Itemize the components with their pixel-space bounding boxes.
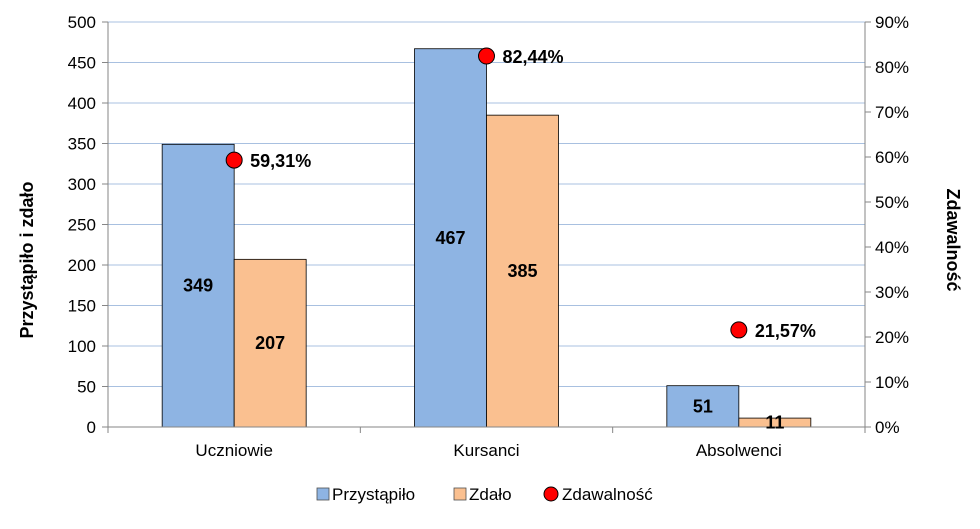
bar-value-label: 207 — [255, 333, 285, 353]
percentage-point — [730, 321, 748, 339]
y-tick-label: 400 — [68, 94, 96, 113]
bar-value-label: 467 — [435, 228, 465, 248]
points-layer: 59,31% 82,44% 21,57% — [225, 47, 816, 341]
percentage-point — [225, 151, 243, 169]
y2-tick-label: 20% — [875, 328, 909, 347]
y2-tick-label: 80% — [875, 58, 909, 77]
y2-tick-label: 0% — [875, 418, 900, 437]
legend-swatch-przystapilo — [316, 487, 330, 501]
x-category-label: Uczniowie — [195, 441, 272, 460]
y2-tick-label: 40% — [875, 238, 909, 257]
y-tick-label: 250 — [68, 216, 96, 235]
y2-tick-label: 70% — [875, 103, 909, 122]
y2-tick-label: 10% — [875, 373, 909, 392]
y-axis-title: Przystąpiło i zdało — [17, 181, 37, 338]
y-tick-label: 150 — [68, 297, 96, 316]
y-tick-label: 100 — [68, 337, 96, 356]
y-tick-label: 350 — [68, 135, 96, 154]
bar-value-label: 11 — [765, 413, 784, 433]
x-category-label: Kursanci — [453, 441, 519, 460]
bar-przystapilo — [161, 143, 235, 428]
y2-tick-label: 60% — [875, 148, 909, 167]
y2-tick-label: 50% — [875, 193, 909, 212]
legend-label-zdalo: Zdało — [469, 485, 512, 504]
legend-label-przystapilo: Przystąpiło — [332, 485, 415, 504]
bar-zdalo — [233, 258, 307, 428]
labels-layer: 349 207 467 385 51 11 — [183, 228, 784, 433]
x-category-label: Absolwenci — [696, 441, 782, 460]
y-tick-label: 450 — [68, 54, 96, 73]
legend-marker-zdawalnosc — [543, 486, 559, 502]
legend: Przystąpiło Zdało Zdawalność — [316, 485, 653, 504]
axes-layer: 0 50 100 150 200 250 300 350 400 450 500 0% 10% 20% 30… — [68, 13, 909, 460]
legend-label-zdawalnosc: Zdawalność — [562, 485, 653, 504]
percentage-label: 59,31% — [250, 151, 311, 171]
y-tick-label: 50 — [77, 378, 96, 397]
y2-axis-title: Zdawalność — [943, 188, 963, 291]
y2-tick-label: 30% — [875, 283, 909, 302]
percentage-label: 21,57% — [755, 321, 816, 341]
bar-value-label: 385 — [507, 261, 537, 281]
bar-zdalo — [486, 114, 559, 428]
bar-value-label: 51 — [693, 396, 713, 416]
bars-layer — [161, 48, 812, 428]
percentage-point — [478, 47, 495, 65]
y2-tick-label: 90% — [875, 13, 909, 32]
bar-przystapilo — [666, 385, 740, 428]
y-tick-label: 0 — [87, 418, 96, 437]
percentage-label: 82,44% — [503, 47, 564, 67]
y-tick-label: 500 — [68, 13, 96, 32]
legend-swatch-zdalo — [453, 487, 467, 501]
y-tick-label: 300 — [68, 175, 96, 194]
y-tick-label: 200 — [68, 256, 96, 275]
bar-value-label: 349 — [183, 276, 213, 296]
